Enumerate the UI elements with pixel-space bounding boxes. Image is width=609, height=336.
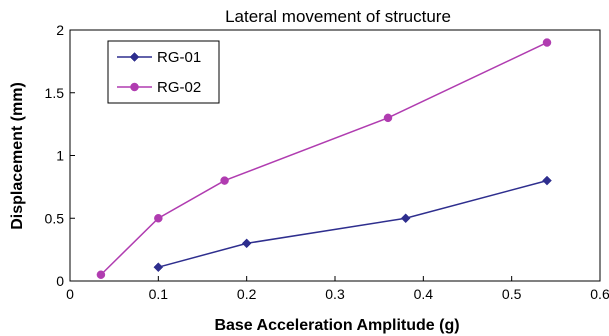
- series-rg-01: [153, 175, 552, 273]
- x-axis-ticks: 0 0.1 0.2 0.3 0.4 0.5 0.6: [66, 276, 609, 302]
- data-point: [542, 38, 552, 47]
- legend-label: RG-02: [157, 79, 201, 96]
- x-tick-label: 0.1: [149, 286, 169, 302]
- data-point: [383, 113, 393, 123]
- legend: RG-01 RG-02: [107, 40, 220, 104]
- y-axis-title: Displacement (mm): [9, 82, 26, 230]
- y-tick-label: 0: [56, 273, 64, 289]
- legend-marker: [129, 52, 140, 62]
- y-tick-label: 2: [56, 22, 64, 38]
- data-point: [220, 176, 229, 185]
- legend-box: [107, 40, 220, 104]
- x-tick-label: 0.6: [590, 286, 609, 302]
- data-point: [241, 238, 252, 249]
- y-tick-label: 0.5: [45, 210, 65, 226]
- y-tick-label: 1: [56, 148, 64, 164]
- data-point: [400, 213, 411, 224]
- legend-item: RG-02: [117, 79, 201, 96]
- x-axis-title: Base Acceleration Amplitude (g): [214, 317, 459, 334]
- data-point: [154, 214, 163, 223]
- y-axis-ticks: 0 0.5 1 1.5 2: [45, 22, 75, 289]
- x-tick-label: 0.4: [414, 286, 434, 302]
- series-rg-02: [96, 38, 552, 279]
- legend-marker: [130, 82, 139, 92]
- series-layer: [96, 38, 552, 279]
- series-line: [158, 179, 548, 268]
- x-tick-label: 0: [66, 286, 74, 302]
- x-tick-label: 0.2: [237, 286, 257, 302]
- data-point: [542, 175, 552, 186]
- y-tick-label: 1.5: [45, 85, 65, 101]
- x-tick-label: 0.3: [325, 286, 345, 302]
- legend-item: RG-01: [117, 49, 201, 66]
- x-tick-label: 0.5: [502, 286, 522, 302]
- legend-label: RG-01: [157, 49, 201, 66]
- data-point: [96, 270, 106, 279]
- data-point: [153, 262, 164, 273]
- chart-title: Lateral movement of structure: [225, 7, 451, 26]
